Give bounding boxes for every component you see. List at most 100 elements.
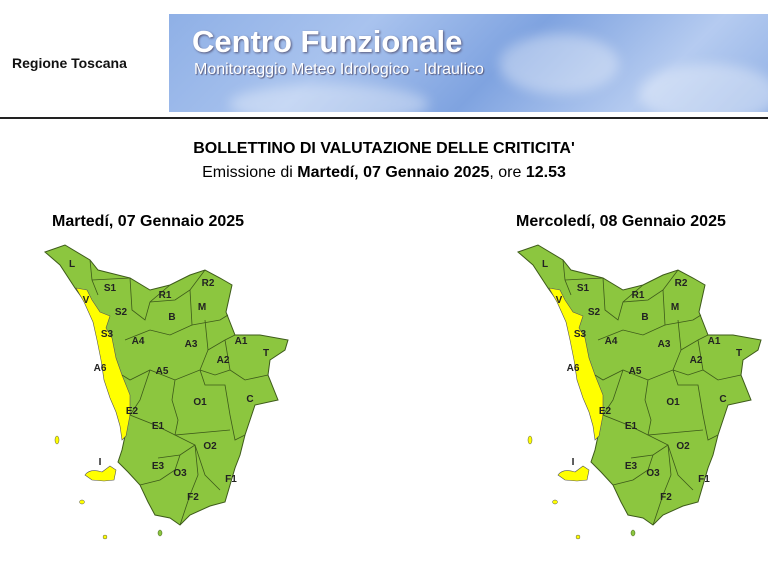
zone-border xyxy=(199,369,231,376)
zone-border xyxy=(191,314,229,326)
zone-border xyxy=(171,379,231,436)
zone-label-a3: A3 xyxy=(185,339,198,350)
zone-border xyxy=(602,277,644,321)
zone-border xyxy=(139,454,181,486)
pianosa-island xyxy=(552,499,558,505)
pianosa-island xyxy=(79,499,85,505)
zone-label-r2: R2 xyxy=(675,278,688,289)
zone-label-f2: F2 xyxy=(660,492,672,503)
zone-label-c: C xyxy=(246,394,253,405)
zone-label-o1: O1 xyxy=(193,397,207,408)
zone-border xyxy=(597,289,666,341)
zone-label-c: C xyxy=(719,394,726,405)
zone-label-a2: A2 xyxy=(217,355,230,366)
zone-border xyxy=(647,434,672,526)
zone-border xyxy=(672,369,704,376)
zone-label-a1: A1 xyxy=(708,336,721,347)
zone-label-e1: E1 xyxy=(152,421,165,432)
zone-label-m: M xyxy=(198,302,206,313)
zone-label-e3: E3 xyxy=(625,461,638,472)
region-name: Regione Toscana xyxy=(12,55,127,71)
zone-border xyxy=(602,369,649,436)
montecristo-island xyxy=(575,534,581,540)
criticality-map-day-2: L S1 V R1 R2 S2 B M S3 A4 A3 A1 T A2 A6 A5 C O1 E2 E1 O2 I E3 O… xyxy=(517,244,762,540)
zone-label-a4: A4 xyxy=(605,336,618,347)
zone-label-v: V xyxy=(83,295,90,306)
montecristo-island xyxy=(102,534,108,540)
zone-label-s3: S3 xyxy=(101,329,114,340)
zone-border xyxy=(124,289,193,341)
zone-label-s3: S3 xyxy=(574,329,587,340)
giglio-island xyxy=(630,529,636,537)
header-divider xyxy=(0,117,768,119)
tuscany-shape xyxy=(44,244,289,526)
zone-label-a6: A6 xyxy=(567,363,580,374)
zone-label-a1: A1 xyxy=(235,336,248,347)
criticality-map-day-1: L S1 V R1 R2 S2 B M S3 A4 A3 A1 T A2 A6 A5 C O1 E2 E1 O2 I E3 O… xyxy=(44,244,289,540)
emission-mid: , ore xyxy=(489,164,526,181)
elba-island xyxy=(557,465,590,482)
emission-date: Martedí, 07 Gennaio 2025 xyxy=(297,164,490,181)
zone-label-e2: E2 xyxy=(126,406,139,417)
emission-prefix: Emissione di xyxy=(202,164,298,181)
zone-label-o3: O3 xyxy=(646,468,660,479)
zone-label-f2: F2 xyxy=(187,492,199,503)
capraia-island xyxy=(54,435,60,445)
zone-label-a4: A4 xyxy=(132,336,145,347)
zone-border xyxy=(664,314,702,326)
zone-label-v: V xyxy=(556,295,563,306)
zone-label-s1: S1 xyxy=(104,283,117,294)
zone-label-i: I xyxy=(572,457,575,468)
zone-label-e2: E2 xyxy=(599,406,612,417)
emission-line: Emissione di Martedí, 07 Gennaio 2025, o… xyxy=(0,164,768,182)
zone-label-o3: O3 xyxy=(173,468,187,479)
zone-label-a6: A6 xyxy=(94,363,107,374)
zone-label-t: T xyxy=(263,348,269,359)
capraia-island xyxy=(527,435,533,445)
zone-border xyxy=(612,454,654,486)
zone-label-l: L xyxy=(542,259,548,270)
elba-island xyxy=(84,465,117,482)
bulletin-title: BOLLETTINO DI VALUTAZIONE DELLE CRITICIT… xyxy=(193,140,575,157)
zone-label-m: M xyxy=(671,302,679,313)
zone-label-r1: R1 xyxy=(632,290,645,301)
zone-label-a5: A5 xyxy=(156,366,169,377)
map-date-2: Mercoledí, 08 Gennaio 2025 xyxy=(516,213,726,230)
zone-border xyxy=(697,339,742,381)
zone-border xyxy=(672,369,719,441)
zone-border xyxy=(194,444,221,491)
coastal-zone-yellow xyxy=(75,287,131,441)
zone-label-s2: S2 xyxy=(115,307,128,318)
zone-label-i: I xyxy=(99,457,102,468)
zone-label-s2: S2 xyxy=(588,307,601,318)
centro-funzionale-banner: Centro Funzionale Monitoraggio Meteo Idr… xyxy=(169,14,768,112)
zone-label-b: B xyxy=(641,312,648,323)
zone-border xyxy=(91,277,131,281)
zone-label-s1: S1 xyxy=(577,283,590,294)
zone-label-a3: A3 xyxy=(658,339,671,350)
zone-label-b: B xyxy=(168,312,175,323)
zone-label-l: L xyxy=(69,259,75,270)
zone-label-a2: A2 xyxy=(690,355,703,366)
tuscany-shape xyxy=(517,244,762,526)
zone-border xyxy=(644,379,704,436)
zone-label-f1: F1 xyxy=(225,474,237,485)
emission-time: 12.53 xyxy=(525,164,566,181)
zone-border xyxy=(622,269,679,303)
banner-subtitle: Monitoraggio Meteo Idrologico - Idraulic… xyxy=(194,61,484,78)
zone-border xyxy=(199,369,246,441)
banner-title: Centro Funzionale xyxy=(192,24,463,59)
zone-label-r1: R1 xyxy=(159,290,172,301)
zone-label-e1: E1 xyxy=(625,421,638,432)
zone-label-a5: A5 xyxy=(629,366,642,377)
map-date-1: Martedí, 07 Gennaio 2025 xyxy=(52,213,245,230)
zone-label-o2: O2 xyxy=(203,441,217,452)
zone-label-o1: O1 xyxy=(666,397,680,408)
giglio-island xyxy=(157,529,163,537)
zone-border xyxy=(174,434,199,526)
zone-border xyxy=(564,277,604,281)
zone-border xyxy=(129,369,176,436)
zone-label-e3: E3 xyxy=(152,461,165,472)
zone-border xyxy=(224,339,269,381)
coastal-zone-yellow xyxy=(548,287,604,441)
